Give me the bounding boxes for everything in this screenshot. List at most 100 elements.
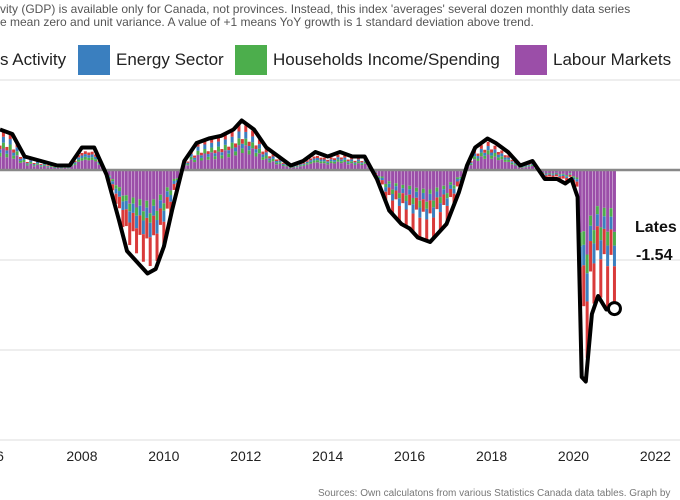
bar-segment-business <box>155 233 159 261</box>
bar-segment-households <box>148 213 152 223</box>
x-tick-label: 2010 <box>148 448 179 464</box>
bar-segment-energy <box>384 187 388 192</box>
bar-segment-labour <box>483 158 487 170</box>
bar-segment-households <box>377 176 381 178</box>
legend-label-energy: Energy Sector <box>116 50 224 69</box>
bar-segment-labour <box>486 154 490 170</box>
bar-segment-energy <box>295 165 299 167</box>
legend-swatch-labour <box>515 45 547 75</box>
bar-segment-business <box>507 155 511 158</box>
bar-segment-households <box>425 201 429 209</box>
bar-segment-labour <box>244 145 248 170</box>
bar-segment-households <box>445 193 449 199</box>
bar-segment-business <box>145 217 149 239</box>
bar-segment-households <box>295 166 299 168</box>
bar-segment-business <box>333 158 337 161</box>
bar-segment-labour <box>606 170 610 232</box>
bar-segment-households <box>281 164 285 167</box>
bar-segment-energy <box>32 164 36 166</box>
bar-segment-labour <box>589 170 593 216</box>
source-note: Sources: Own calculatons from various St… <box>318 488 671 499</box>
bar-segment-business <box>87 152 91 156</box>
bar-segment-business <box>414 197 418 210</box>
bar-segment-energy <box>73 162 77 164</box>
bar-segment-business <box>353 160 357 163</box>
bar-segment-households <box>172 178 176 181</box>
bar-segment-energy <box>469 162 473 164</box>
bar-segment-energy <box>0 149 2 153</box>
bar-segment-labour <box>8 149 12 170</box>
bar-segment-business <box>411 213 415 233</box>
bar-segment-labour <box>87 160 91 170</box>
bar-segment-business <box>551 175 555 178</box>
bar-segment-business <box>244 125 248 132</box>
bar-segment-labour <box>438 170 442 198</box>
bar-segment-energy <box>401 188 405 194</box>
bar-segment-labour <box>94 161 98 170</box>
bar-segment-households <box>53 167 57 169</box>
bar-segment-labour <box>1 148 5 170</box>
bar-segment-energy <box>602 216 606 229</box>
bar-segment-energy <box>350 159 354 162</box>
bar-segment-households <box>121 195 125 202</box>
bar-segment-business <box>186 161 190 163</box>
bar-segment-households <box>384 183 388 188</box>
chart-note-line-2: e mean zero and unit variance. A value o… <box>0 15 534 29</box>
bar-segment-labour <box>479 156 483 170</box>
bar-segment-households <box>360 163 364 166</box>
bar-segment-energy <box>131 203 135 213</box>
bar-segment-energy <box>554 173 558 175</box>
bar-segment-business <box>397 205 401 222</box>
bar-segment-households <box>312 160 316 163</box>
bar-segment-labour <box>503 161 507 170</box>
x-tick-label: 2014 <box>312 448 343 464</box>
bar-segment-business <box>199 152 203 156</box>
bar-segment-households <box>176 178 180 181</box>
bar-segment-energy <box>513 163 517 165</box>
bar-segment-labour <box>114 170 118 186</box>
bar-segment-labour <box>575 170 579 178</box>
bar-segment-households <box>490 155 494 159</box>
bar-segment-labour <box>329 163 333 170</box>
bar-segment-households <box>107 175 111 177</box>
bar-segment-labour <box>602 170 606 208</box>
bar-segment-energy <box>268 158 272 161</box>
bar-segment-labour <box>42 165 46 170</box>
bar-segment-business <box>46 165 50 166</box>
bar-segment-labour <box>435 170 439 188</box>
bar-segment-labour <box>22 162 26 170</box>
latest-label: Lates <box>635 219 677 236</box>
bar-segment-labour <box>210 152 214 170</box>
bar-segment-households <box>94 159 98 162</box>
legend: s Activity Energy Sector Households Inco… <box>0 44 680 76</box>
bar-segment-energy <box>254 149 258 153</box>
bar-segment-energy <box>435 191 439 198</box>
bar-segment-labour <box>189 159 193 170</box>
bar-segment-business <box>561 176 565 179</box>
bar-segment-households <box>247 150 251 155</box>
bar-segment-households <box>356 161 360 164</box>
bar-segment-labour <box>257 153 261 170</box>
bar-segment-business <box>486 141 490 147</box>
bar-segment-energy <box>527 164 531 166</box>
bar-segment-households <box>73 163 77 165</box>
x-tick-label: 2012 <box>230 448 261 464</box>
bar-segment-energy <box>312 158 316 161</box>
bar-segment-energy <box>356 159 360 162</box>
legend-swatch-households <box>235 45 267 75</box>
bar-segment-households <box>169 190 173 195</box>
bar-segment-households <box>155 210 159 221</box>
bar-segment-households <box>15 151 19 156</box>
bar-segment-business <box>599 259 603 298</box>
bar-segment-labour <box>449 170 453 183</box>
x-tick-label: 2016 <box>394 448 425 464</box>
bar-segment-business <box>94 154 98 157</box>
bar-segment-households <box>428 189 432 194</box>
index-line-group <box>0 118 622 384</box>
bar-segment-households <box>216 146 220 152</box>
bar-segment-households <box>449 182 453 185</box>
bar-segment-energy <box>558 175 562 177</box>
bar-segment-households <box>278 162 282 164</box>
bar-segment-households <box>18 160 22 163</box>
bar-segment-households <box>244 138 248 146</box>
